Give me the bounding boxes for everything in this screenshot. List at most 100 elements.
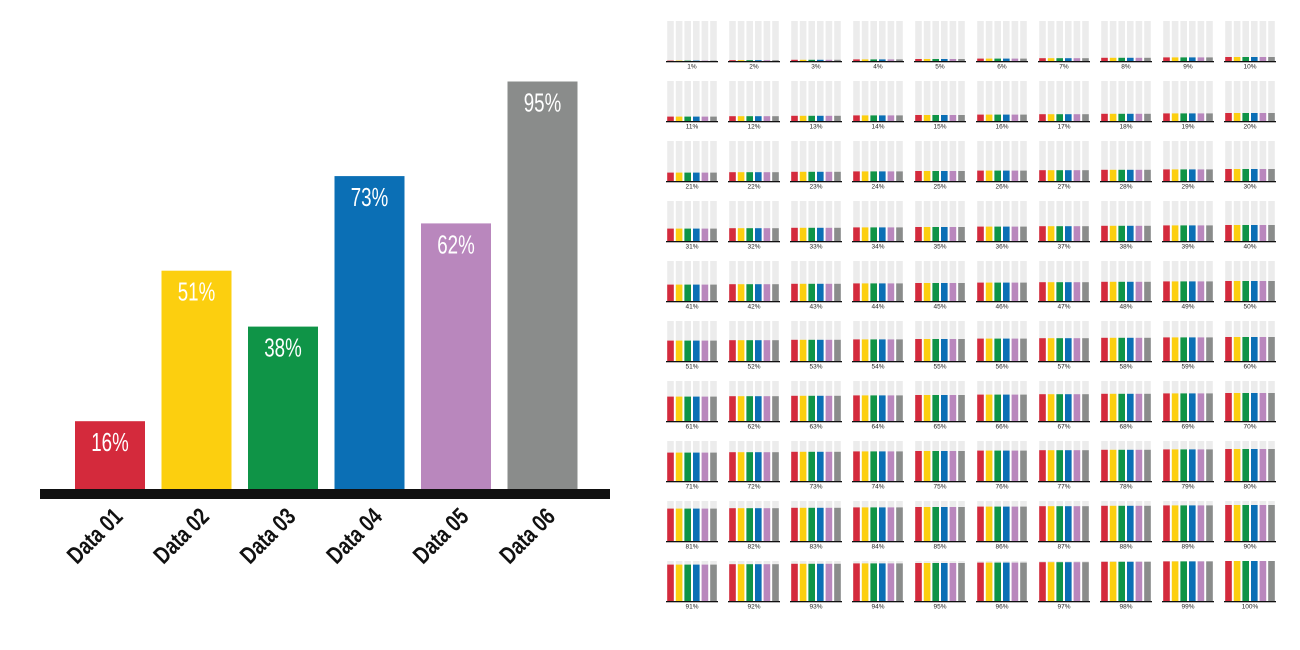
mini-track bbox=[1251, 21, 1258, 61]
mini-bar bbox=[915, 115, 922, 121]
mini-bar bbox=[1242, 281, 1249, 301]
mini-bar bbox=[1144, 113, 1151, 121]
mini-track bbox=[1082, 141, 1089, 181]
mini-bar bbox=[1082, 450, 1089, 481]
mini-bar bbox=[799, 171, 807, 181]
bar-data-03 bbox=[248, 326, 318, 490]
mini-track bbox=[1073, 21, 1081, 61]
mini-bar bbox=[1171, 169, 1179, 181]
mini-bar bbox=[1118, 337, 1125, 361]
mini-bar bbox=[958, 115, 965, 121]
mini-track bbox=[684, 201, 691, 241]
mini-bar bbox=[729, 452, 736, 481]
mini-bar bbox=[1127, 225, 1134, 241]
mini-track bbox=[949, 201, 957, 241]
mini-bar bbox=[834, 507, 841, 541]
mini-chart: 97% bbox=[1038, 561, 1090, 611]
mini-bar bbox=[701, 284, 709, 301]
mini-track bbox=[896, 141, 903, 181]
mini-bar bbox=[853, 227, 860, 241]
mini-bar bbox=[1003, 282, 1010, 301]
mini-bar bbox=[1135, 57, 1143, 61]
mini-baseline bbox=[790, 541, 842, 543]
mini-bar bbox=[1101, 393, 1108, 421]
mini-baseline bbox=[976, 481, 1028, 483]
mini-bar bbox=[1268, 57, 1275, 61]
mini-track bbox=[932, 201, 939, 241]
mini-chart-label: 85% bbox=[933, 544, 946, 551]
mini-chart-label: 76% bbox=[995, 484, 1008, 491]
mini-track bbox=[1047, 81, 1055, 121]
mini-chart: 9% bbox=[1162, 21, 1214, 71]
mini-bar bbox=[1259, 561, 1267, 601]
mini-track bbox=[1073, 141, 1081, 181]
mini-chart: 93% bbox=[790, 561, 842, 611]
mini-track bbox=[1118, 141, 1125, 181]
mini-track bbox=[746, 21, 753, 61]
mini-bar bbox=[1259, 57, 1267, 61]
mini-track bbox=[710, 261, 717, 301]
mini-bar bbox=[915, 227, 922, 241]
mini-bar bbox=[675, 564, 683, 601]
mini-track bbox=[1242, 21, 1249, 61]
mini-bar bbox=[941, 507, 948, 541]
mini-track bbox=[985, 141, 993, 181]
mini-bar bbox=[746, 508, 753, 541]
mini-track bbox=[1056, 81, 1063, 121]
mini-chart: 50% bbox=[1224, 261, 1276, 311]
mini-bar bbox=[772, 172, 779, 181]
mini-baseline bbox=[1038, 361, 1090, 363]
mini-bar bbox=[1011, 506, 1019, 541]
mini-chart-label: 38% bbox=[1119, 244, 1132, 251]
mini-bar bbox=[1118, 393, 1125, 421]
mini-track bbox=[879, 81, 886, 121]
mini-chart-label: 46% bbox=[995, 304, 1008, 311]
mini-chart-label: 45% bbox=[933, 304, 946, 311]
mini-chart: 20% bbox=[1224, 81, 1276, 131]
mini-bar bbox=[799, 115, 807, 121]
mini-bar bbox=[1144, 449, 1151, 481]
mini-bar bbox=[1225, 393, 1232, 421]
mini-bar bbox=[675, 116, 683, 121]
mini-track bbox=[977, 261, 984, 301]
bar-data-04 bbox=[334, 176, 405, 490]
mini-chart-label: 43% bbox=[809, 304, 822, 311]
mini-bar bbox=[772, 116, 779, 121]
mini-chart-label: 66% bbox=[995, 424, 1008, 431]
mini-bar bbox=[1065, 226, 1072, 241]
mini-bar bbox=[879, 115, 886, 121]
mini-track bbox=[941, 141, 948, 181]
mini-bar bbox=[684, 452, 691, 481]
mini-bar bbox=[729, 396, 736, 421]
mini-bar bbox=[1144, 561, 1151, 601]
mini-track bbox=[834, 201, 841, 241]
mini-bar bbox=[870, 115, 877, 121]
mini-bar bbox=[1003, 170, 1010, 181]
mini-bar bbox=[1127, 393, 1134, 421]
mini-baseline bbox=[1100, 301, 1152, 303]
mini-track bbox=[763, 201, 771, 241]
mini-track bbox=[1082, 201, 1089, 241]
mini-bar bbox=[1251, 225, 1258, 241]
mini-chart-label: 24% bbox=[871, 184, 884, 191]
mini-bar bbox=[684, 172, 691, 181]
mini-bar bbox=[1073, 170, 1081, 181]
mini-track bbox=[693, 201, 700, 241]
mini-bar bbox=[1163, 169, 1170, 181]
mini-bar bbox=[1225, 561, 1232, 601]
mini-bar bbox=[1127, 505, 1134, 541]
mini-bar bbox=[887, 283, 895, 301]
mini-bar bbox=[923, 283, 931, 301]
mini-bar bbox=[1101, 449, 1108, 481]
mini-bar bbox=[1082, 58, 1089, 61]
mini-chart: 88% bbox=[1100, 501, 1152, 551]
mini-bar bbox=[1233, 505, 1241, 541]
mini-track bbox=[675, 21, 683, 61]
mini-bar bbox=[1011, 170, 1019, 181]
mini-bar bbox=[701, 172, 709, 181]
mini-bar bbox=[729, 172, 736, 181]
mini-bar bbox=[861, 451, 869, 481]
mini-bar bbox=[1127, 337, 1134, 361]
mini-bar bbox=[1233, 57, 1241, 61]
mini-track bbox=[915, 141, 922, 181]
